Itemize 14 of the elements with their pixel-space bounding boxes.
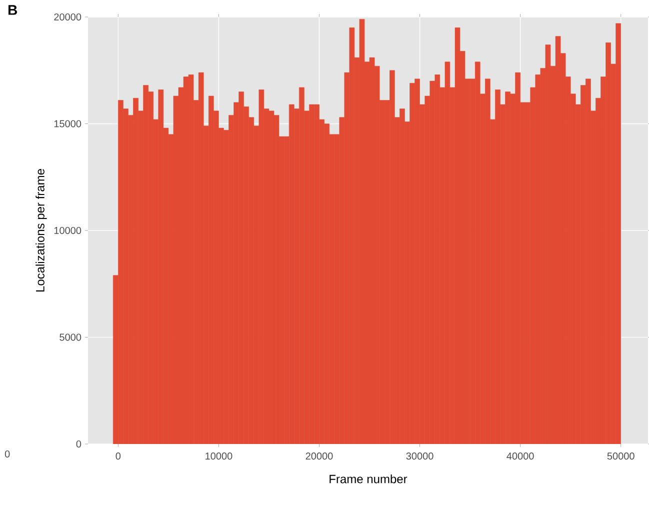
x-tick-label: 10000: [206, 452, 232, 460]
x-tick-label: 20000: [306, 452, 333, 460]
y-tick-label: 15000: [54, 120, 82, 128]
x-axis-title: Frame number: [330, 474, 408, 484]
y-tick-label: 10000: [54, 226, 82, 234]
x-tick-label: 40000: [506, 452, 534, 460]
y-axis-title: Localizations per frame: [36, 169, 47, 292]
y-tick-label: 5000: [60, 334, 82, 341]
y-tick-label: 20000: [54, 13, 82, 21]
text: B: [8, 5, 18, 15]
x-tick-label: 0: [116, 452, 121, 460]
y-tick-label: 0: [76, 440, 82, 448]
x-tick-label: 50000: [607, 452, 634, 460]
x-tick-label: 30000: [406, 452, 434, 460]
